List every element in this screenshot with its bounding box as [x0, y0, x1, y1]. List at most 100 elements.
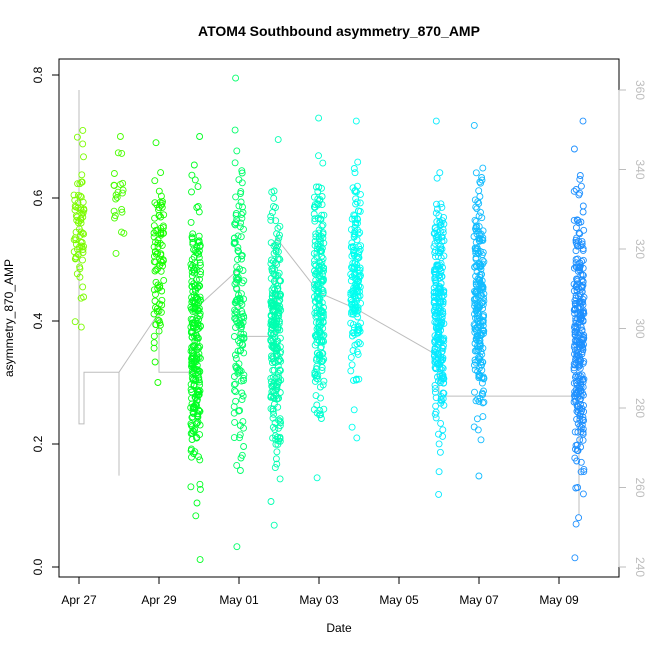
data-point: [233, 276, 241, 284]
data-point: [580, 226, 588, 234]
data-point: [579, 245, 587, 253]
x-axis: Apr 27 Apr 29 May 01 May 03 May 05 May 07 May …: [61, 576, 579, 607]
data-point: [268, 290, 276, 297]
data-point: [268, 286, 276, 294]
data-point: [151, 177, 159, 185]
data-point: [158, 301, 166, 309]
data-point: [195, 250, 203, 258]
data-point: [273, 395, 281, 403]
data-point: [230, 373, 238, 380]
data-point: [154, 379, 162, 386]
data-point: [190, 350, 198, 358]
data-point: [351, 169, 359, 177]
data-point: [238, 255, 245, 263]
data-point: [310, 250, 318, 257]
data-point: [238, 169, 246, 177]
data-point: [188, 282, 196, 290]
data-point: [355, 338, 363, 346]
data-point: [575, 514, 583, 522]
plot-frame: [58, 58, 620, 578]
data-point: [190, 297, 198, 305]
data-point: [230, 234, 238, 242]
data-point: [116, 133, 124, 140]
data-point: [355, 323, 363, 331]
data-point: [237, 190, 244, 197]
data-point: [576, 412, 584, 420]
data-point: [353, 198, 361, 206]
data-point: [188, 171, 196, 179]
data-point: [188, 453, 195, 461]
data-point: [433, 205, 441, 213]
data-point: [193, 401, 200, 409]
data-point: [234, 337, 242, 345]
data-point: [439, 355, 447, 363]
data-point: [188, 256, 196, 264]
data-point: [315, 183, 323, 191]
data-point: [195, 376, 203, 384]
data-point: [238, 301, 246, 308]
data-point: [354, 158, 362, 166]
data-point: [275, 277, 283, 285]
data-point: [267, 393, 275, 401]
data-point: [110, 207, 118, 215]
data-point: [572, 331, 579, 339]
data-point: [192, 358, 200, 366]
data-point: [267, 498, 275, 505]
x-tick-label: Apr 27: [61, 593, 97, 607]
data-point: [196, 368, 204, 375]
data-point: [271, 464, 279, 472]
data-point: [317, 415, 325, 422]
data-point: [432, 273, 440, 281]
data-point: [473, 342, 481, 350]
data-point: [433, 174, 441, 182]
data-point: [196, 261, 204, 269]
data-point: [310, 193, 318, 201]
data-point: [233, 543, 241, 551]
data-point: [232, 193, 240, 201]
data-point: [578, 240, 586, 248]
data-point: [230, 239, 238, 246]
data-point: [188, 233, 196, 241]
data-point: [473, 312, 481, 320]
data-point: [349, 184, 357, 192]
data-point: [240, 374, 247, 382]
data-point: [237, 330, 245, 338]
data-point: [570, 216, 578, 224]
data-point: [234, 232, 242, 240]
data-point: [267, 405, 275, 413]
data-point: [472, 280, 480, 288]
data-point: [313, 474, 321, 482]
data-point: [432, 270, 439, 278]
data-point: [118, 228, 125, 236]
data-point: [437, 267, 445, 275]
data-point: [475, 397, 483, 405]
data-point: [313, 287, 321, 295]
data-point: [570, 343, 578, 351]
data-point: [431, 388, 439, 396]
data-point: [436, 169, 444, 177]
data-point: [151, 267, 159, 275]
data-point: [191, 448, 199, 456]
data-point: [311, 201, 319, 209]
x-tick-label: May 05: [379, 593, 419, 607]
data-point: [472, 169, 480, 177]
data-point: [577, 468, 585, 476]
data-point: [189, 320, 196, 327]
data-point: [196, 354, 204, 362]
data-point: [274, 378, 282, 386]
data-point: [472, 227, 480, 235]
data-point: [475, 187, 483, 195]
data-point: [315, 310, 323, 318]
data-point: [348, 239, 356, 247]
data-point: [276, 475, 284, 483]
data-point: [193, 433, 201, 441]
data-point: [271, 286, 279, 294]
data-point: [478, 236, 486, 244]
data-point: [352, 305, 360, 313]
data-point: [575, 343, 583, 351]
orientation-line: [78, 90, 580, 516]
x-tick-label: May 03: [299, 593, 339, 607]
data-point: [157, 192, 165, 200]
data-point: [348, 243, 356, 251]
data-point: [188, 436, 196, 443]
